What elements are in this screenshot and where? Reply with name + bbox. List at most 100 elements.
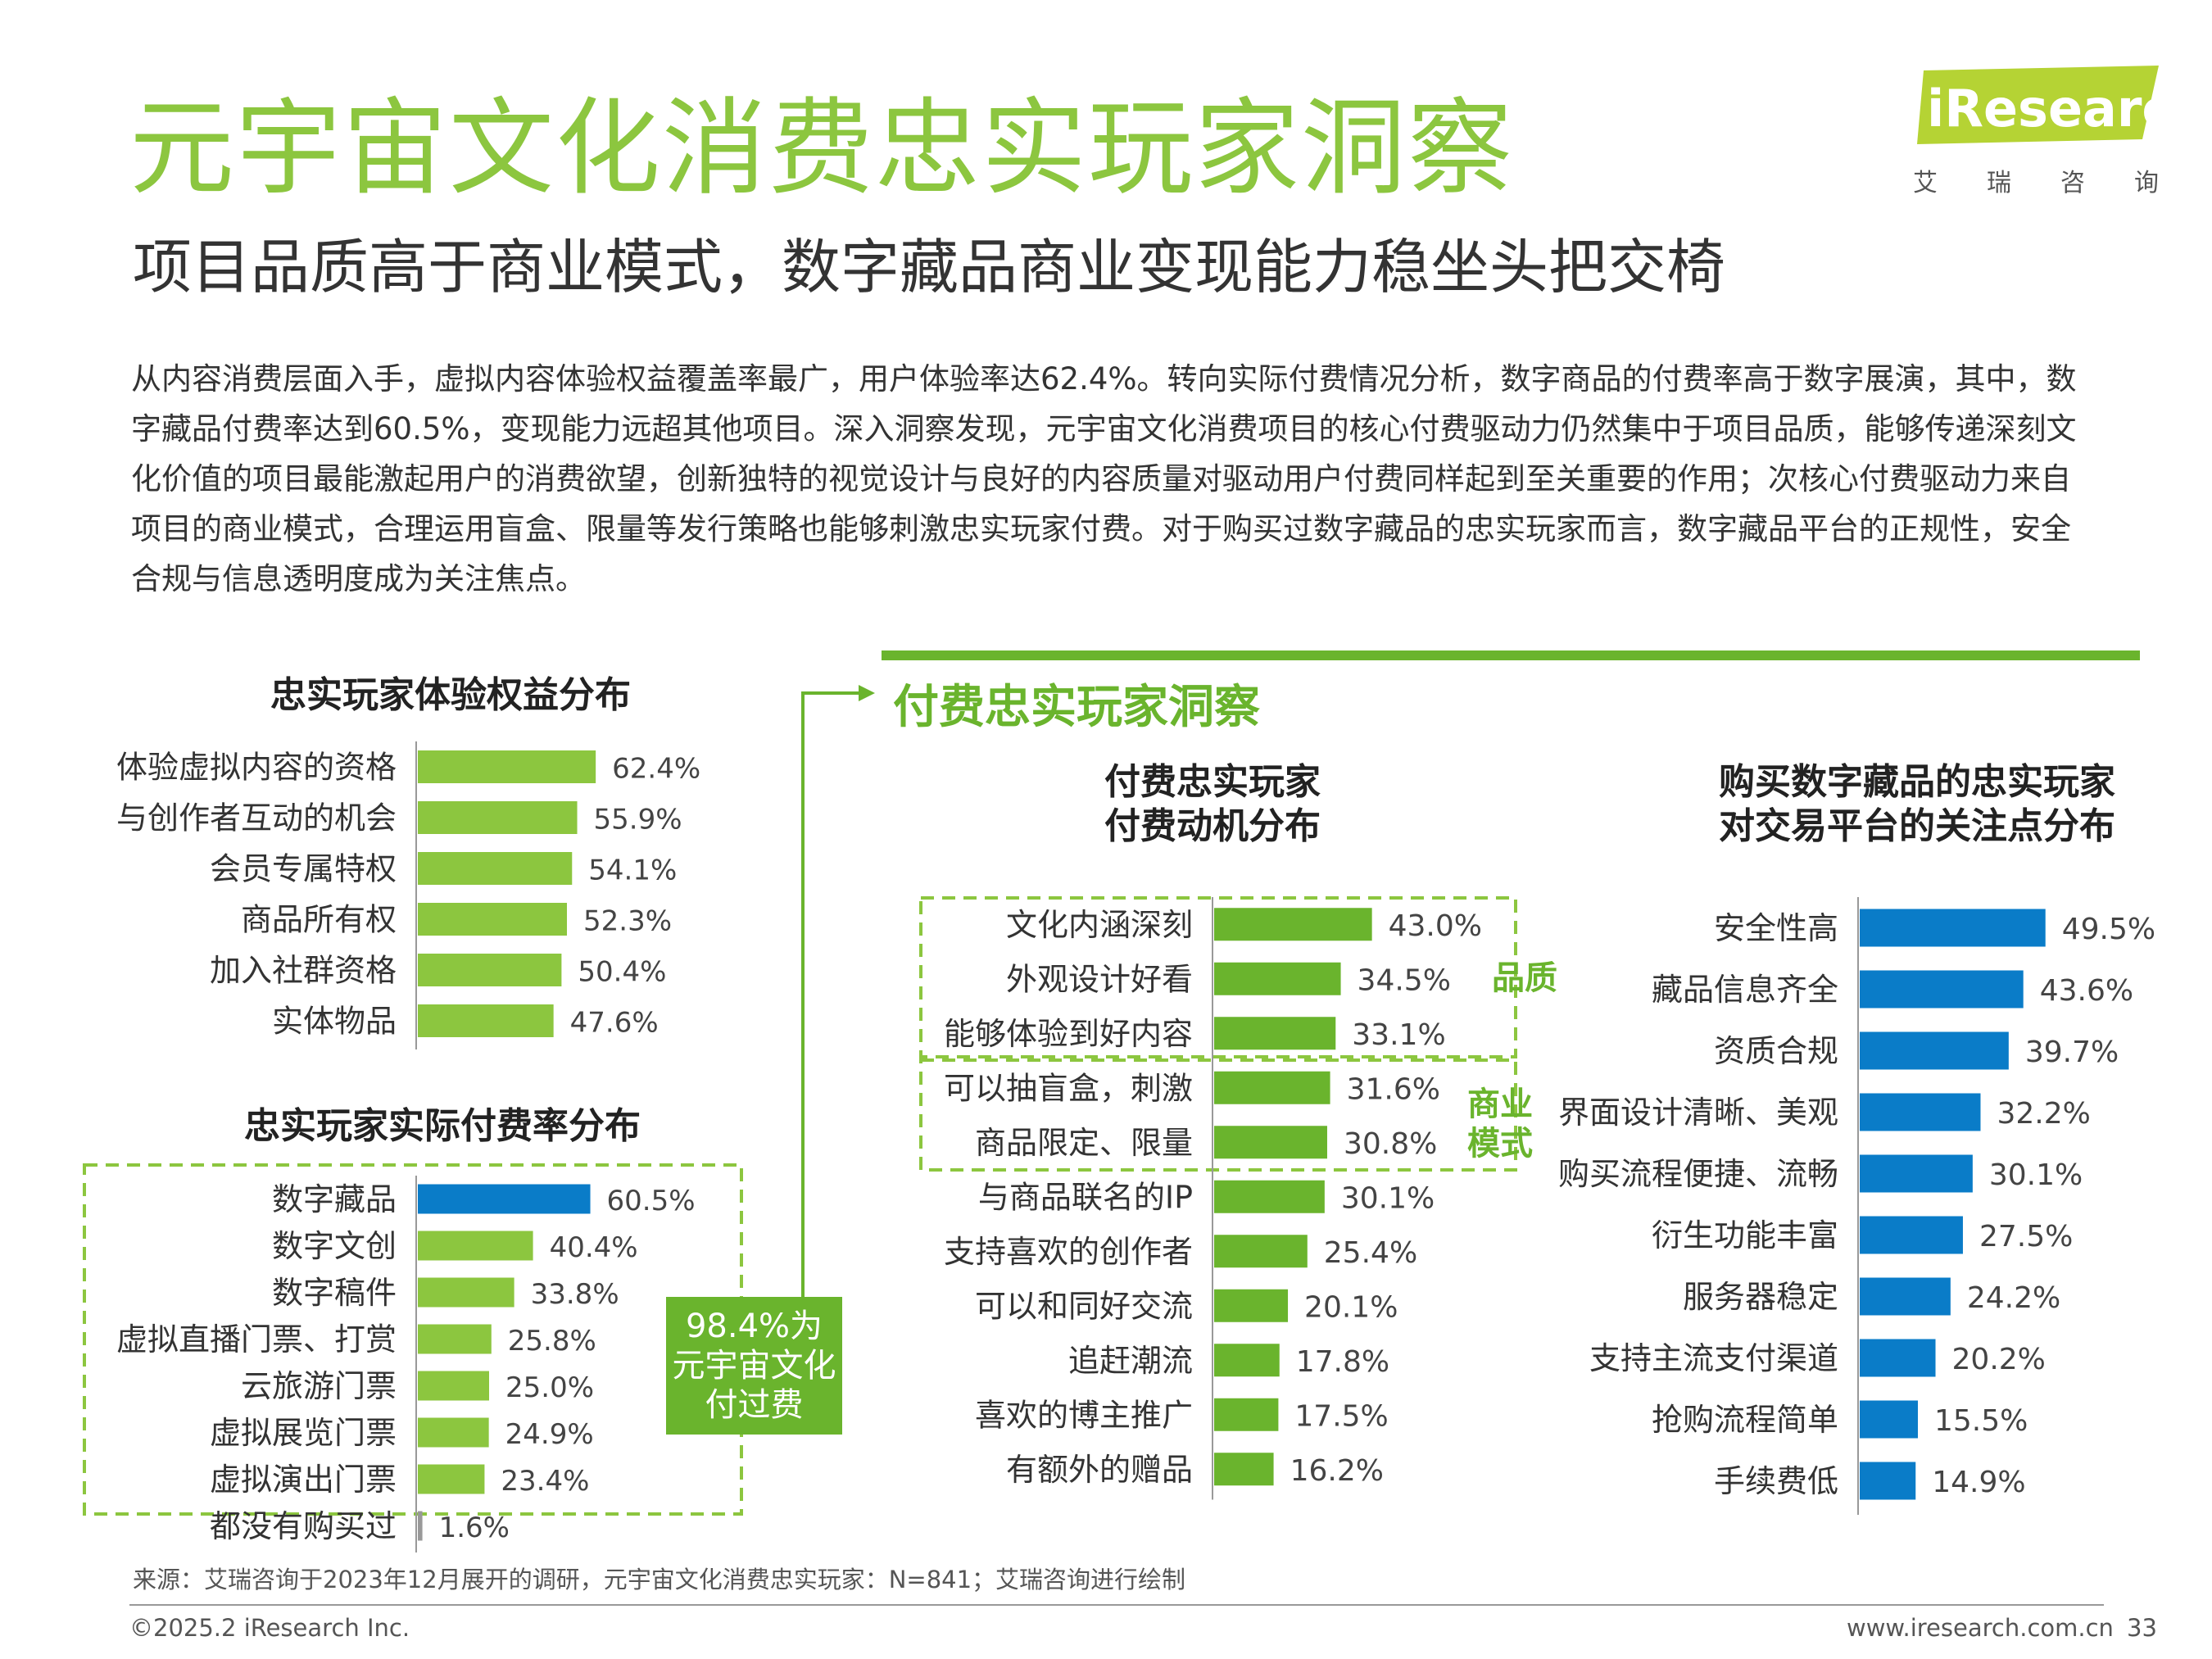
category-label: 虚拟直播门票、打赏 [116, 1321, 397, 1358]
category-label: 外观设计好看 [1006, 961, 1193, 997]
insight-divider-bar [882, 650, 2140, 660]
category-label: 实体物品 [272, 1004, 397, 1040]
business-group-label: 商业 模式 [1467, 1086, 1533, 1163]
source-note: 来源：艾瑞咨询于2023年12月展开的调研，元宇宙文化消费忠实玩家：N=841；… [133, 1566, 1186, 1593]
bar [1214, 1289, 1289, 1322]
insight-section-title: 付费忠实玩家洞察 [893, 681, 1260, 734]
bar [418, 1464, 485, 1494]
bar [1860, 970, 2024, 1009]
value-label: 62.4% [612, 753, 700, 786]
page-title: 元宇宙文化消费忠实玩家洞察 [129, 88, 1515, 210]
value-label: 17.5% [1294, 1399, 1388, 1433]
footer-divider [129, 1604, 2104, 1606]
bar [418, 1417, 489, 1448]
value-label: 25.4% [1324, 1236, 1417, 1270]
value-label: 60.5% [607, 1185, 696, 1217]
value-label: 55.9% [594, 804, 682, 836]
bar [1860, 1154, 1973, 1193]
category-label: 安全性高 [1714, 910, 1838, 946]
value-label: 47.6% [570, 1007, 659, 1040]
logo-text: iResearch [1927, 79, 2163, 138]
value-label: 33.8% [531, 1278, 619, 1311]
bar [1214, 1180, 1325, 1213]
category-label: 数字文创 [272, 1228, 397, 1264]
category-label: 购买流程便捷、流畅 [1558, 1156, 1838, 1192]
category-label: 衍生功能丰富 [1652, 1217, 1838, 1253]
bar [1214, 1235, 1308, 1268]
value-label: 30.1% [1989, 1158, 2083, 1192]
connector-line [801, 691, 859, 1297]
bar [1214, 1398, 1279, 1431]
category-label: 与创作者互动的机会 [116, 800, 397, 836]
bar [418, 954, 562, 986]
value-label: 43.6% [2040, 974, 2133, 1008]
value-label: 52.3% [583, 905, 672, 938]
business-group-box [919, 1058, 1517, 1172]
category-label: 会员专属特权 [210, 851, 397, 887]
category-label: 资质合规 [1714, 1033, 1838, 1069]
bar [1860, 1339, 1936, 1377]
logo-sub-char: 询 [2134, 169, 2159, 197]
logo-subtitle: 艾 瑞 咨 询 [1913, 162, 2159, 198]
category-label: 文化内涵深刻 [1006, 907, 1193, 943]
value-label: 40.4% [550, 1231, 638, 1264]
bar [418, 1184, 591, 1214]
value-label: 27.5% [1979, 1220, 2073, 1253]
category-label: 支持喜欢的创作者 [944, 1234, 1193, 1270]
bar [1860, 1216, 1963, 1254]
value-label: 33.1% [1352, 1018, 1445, 1052]
bar [418, 750, 596, 783]
bar [1214, 1071, 1330, 1104]
category-label: 喜欢的博主推广 [975, 1397, 1193, 1433]
value-label: 24.9% [505, 1418, 594, 1451]
bar [1214, 1453, 1274, 1486]
value-label: 39.7% [2025, 1036, 2119, 1069]
callout-text: 98.4%为 元宇宙文化 付过费 [672, 1308, 836, 1424]
chart3-title: 付费忠实玩家 付费动机分布 [1104, 761, 1321, 847]
category-label: 能够体验到好内容 [944, 1016, 1193, 1052]
value-label: 54.1% [588, 854, 677, 887]
value-label: 24.2% [1967, 1281, 2060, 1315]
arrow-head-icon [859, 685, 875, 701]
bar [1214, 908, 1372, 941]
category-label: 虚拟展览门票 [210, 1415, 397, 1451]
bar [1860, 1093, 1981, 1131]
category-label: 可以和同好交流 [975, 1288, 1193, 1324]
category-label: 都没有购买过 [210, 1508, 397, 1544]
bar [418, 1231, 533, 1261]
category-label: 与商品联名的IP [978, 1179, 1193, 1215]
quality-group-label: 品质 [1492, 959, 1557, 997]
logo-sub-char: 瑞 [1987, 169, 2011, 197]
bar [418, 1324, 492, 1354]
category-label: 加入社群资格 [210, 953, 397, 989]
category-label: 数字稿件 [272, 1275, 397, 1311]
bar [418, 1004, 554, 1037]
page-subtitle: 项目品质高于商业模式，数字藏品商业变现能力稳坐头把交椅 [133, 233, 1726, 301]
bar [1860, 1400, 1918, 1439]
value-label: 16.2% [1290, 1454, 1384, 1488]
website-link[interactable]: www.iresearch.com.cn [1847, 1614, 2114, 1642]
value-label: 20.1% [1304, 1290, 1398, 1324]
bar [418, 801, 578, 834]
category-label: 数字藏品 [272, 1181, 397, 1217]
category-label: 体验虚拟内容的资格 [116, 750, 397, 786]
chart-payment-motivation: 文化内涵深刻 43.0% 外观设计好看 34.5% 能够体验到好内容 33.1% 可以抽盲盒… [944, 897, 1482, 1500]
chart4-title: 购买数字藏品的忠实玩家 对交易平台的关注点分布 [1719, 761, 2115, 847]
bar [1860, 1277, 1951, 1316]
paid-rate-callout: 98.4%为 元宇宙文化 付过费 [666, 1297, 842, 1435]
copyright-text: ©2025.2 iResearch Inc. [129, 1614, 410, 1642]
category-label: 商品限定、限量 [975, 1125, 1193, 1161]
bar [1860, 1462, 1916, 1500]
bar [1860, 909, 2046, 947]
chart2-title: 忠实玩家实际付费率分布 [244, 1105, 641, 1147]
chart-actual-paid-rate: 数字藏品 60.5% 数字文创 40.4% 数字稿件 33.8% 虚拟直播门票、打赏 25.8… [116, 1176, 696, 1552]
category-label: 抢购流程简单 [1652, 1402, 1838, 1438]
page-number: 33 [2127, 1614, 2157, 1642]
value-label: 30.1% [1341, 1181, 1435, 1215]
logo-sub-char: 咨 [2060, 169, 2085, 197]
value-label: 31.6% [1347, 1072, 1440, 1106]
value-label: 1.6% [439, 1512, 510, 1544]
category-label: 服务器稳定 [1683, 1279, 1838, 1315]
category-label: 商品所有权 [241, 902, 397, 938]
category-label: 可以抽盲盒，刺激 [944, 1070, 1193, 1106]
